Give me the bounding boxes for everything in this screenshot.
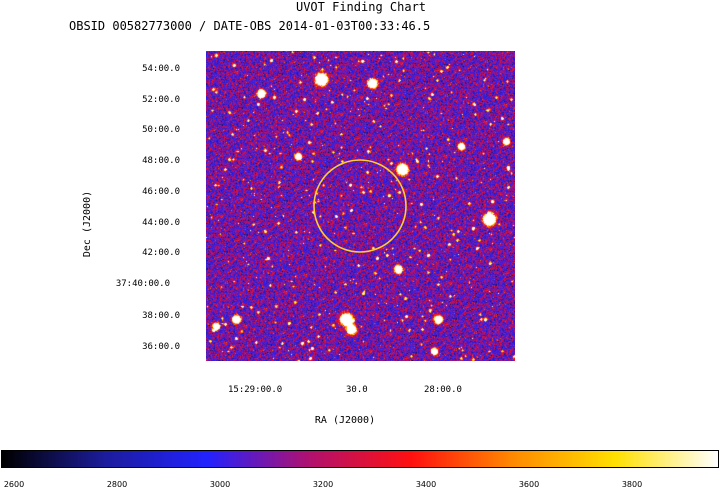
- dec-tick-label: 42:00.0: [142, 248, 180, 258]
- dec-tick-label: 44:00.0: [142, 218, 180, 228]
- colorbar-gradient: [2, 451, 718, 467]
- dec-tick-label: 54:00.0: [142, 64, 180, 74]
- ra-tick-label: 30.0: [346, 385, 368, 395]
- dec-tick-label: 52:00.0: [142, 95, 180, 105]
- chart-subtitle: OBSID 00582773000 / DATE-OBS 2014-01-03T…: [69, 19, 431, 33]
- source-region-overlay: [313, 159, 407, 253]
- y-axis-label: Dec (J2000): [82, 190, 93, 258]
- dec-tick-label: 38:00.0: [142, 311, 180, 321]
- ra-tick-label: 28:00.0: [424, 385, 462, 395]
- colorbar-tick-label: 3000: [209, 480, 231, 489]
- dec-tick-label: 37:40:00.0: [115, 279, 170, 289]
- ra-tick-label: 15:29:00.0: [228, 385, 283, 395]
- sky-image: [206, 51, 515, 361]
- dec-tick-label: 50:00.0: [142, 125, 180, 135]
- colorbar-tick-label: 3400: [415, 480, 437, 489]
- x-axis-label: RA (J2000): [314, 415, 376, 426]
- dec-tick-label: 36:00.0: [142, 342, 180, 352]
- source-region-circle: [313, 159, 407, 253]
- chart-title: UVOT Finding Chart: [295, 0, 427, 14]
- colorbar: [1, 450, 719, 468]
- colorbar-tick-label: 3600: [518, 480, 540, 489]
- dec-tick-label: 46:00.0: [142, 187, 180, 197]
- colorbar-tick-label: 2800: [106, 480, 128, 489]
- dec-tick-label: 48:00.0: [142, 156, 180, 166]
- colorbar-tick-label: 2600: [3, 480, 25, 489]
- colorbar-tick-label: 3200: [312, 480, 334, 489]
- colorbar-tick-label: 3800: [621, 480, 643, 489]
- sky-image-canvas: [206, 51, 515, 361]
